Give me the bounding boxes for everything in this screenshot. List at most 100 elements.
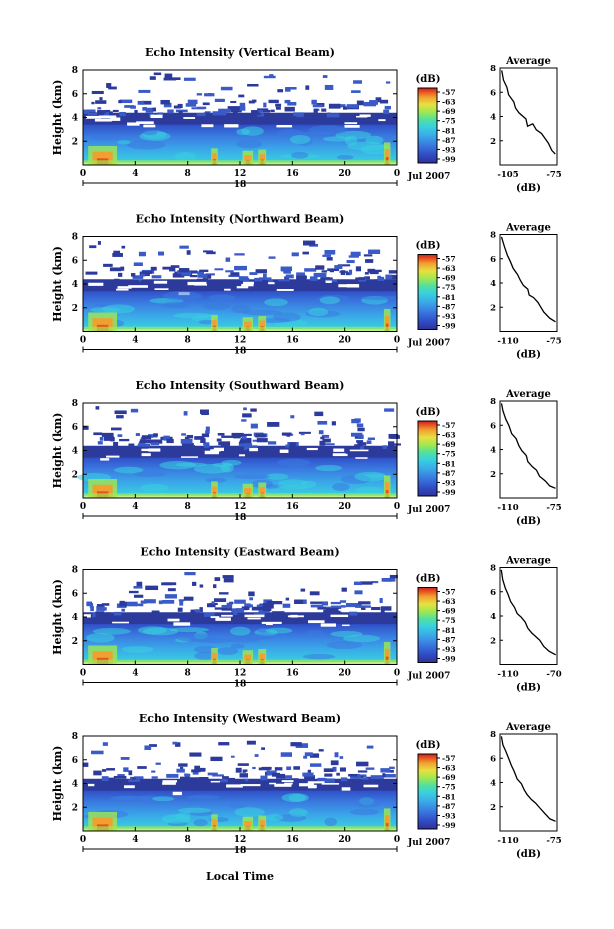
echo-speckle (167, 588, 176, 592)
echo-speckle (310, 601, 323, 604)
echo-speckle (171, 77, 181, 81)
echo-speckle (91, 750, 104, 755)
echo-texture (360, 295, 399, 300)
echo-speckle (189, 275, 198, 278)
echo-speckle (252, 766, 256, 770)
colorbar-tick-label: -81 (442, 792, 456, 801)
echo-speckle (263, 102, 267, 108)
echo-speckle (140, 273, 146, 277)
x-tick-label: 4 (132, 835, 138, 845)
echo-speckle (138, 251, 146, 257)
echo-speckle (113, 250, 121, 255)
echo-texture (265, 473, 289, 480)
echo-gap (355, 457, 368, 459)
date-label: Jul 2007 (407, 172, 450, 182)
echo-speckle (103, 436, 114, 441)
echo-gap (153, 280, 168, 284)
echo-texture (281, 793, 309, 803)
echo-speckle (137, 766, 147, 769)
echo-speckle (179, 245, 189, 249)
echo-speckle (291, 252, 299, 257)
echo-texture (324, 817, 337, 827)
echo-texture (233, 474, 270, 480)
y-tick-label: 2 (72, 470, 78, 480)
average-title: Average (505, 56, 551, 67)
echo-speckle (222, 776, 229, 779)
echo-speckle (191, 769, 201, 773)
echo-speckle (337, 611, 342, 614)
colorbar-tick-label: -99 (442, 488, 456, 497)
echo-gap (320, 623, 337, 627)
echo-gap (338, 284, 359, 288)
x-tick-label: 0 (80, 336, 86, 346)
echo-speckle (199, 607, 203, 613)
y-tick-label: 4 (72, 613, 78, 623)
colorbar-tick-label: -99 (442, 155, 456, 164)
echo-texture (89, 135, 121, 141)
echo-speckle (192, 771, 199, 775)
echo-gap (98, 115, 117, 119)
echo-texture (291, 151, 309, 159)
echo-speckle (175, 109, 188, 113)
echo-gap (187, 281, 207, 286)
echo-speckle (181, 433, 186, 436)
echo-speckle (150, 439, 163, 444)
echo-speckle (197, 273, 208, 278)
echo-speckle (278, 279, 290, 282)
colorbar (417, 87, 438, 164)
average-y-tick-label: 2 (490, 470, 496, 480)
heatmap (83, 236, 399, 332)
echo-speckle (220, 279, 226, 284)
echo-speckle (360, 607, 366, 610)
echo-speckle (350, 251, 361, 257)
echo-speckle (286, 433, 291, 437)
y-tick-label: 4 (72, 780, 78, 790)
echo-speckle (269, 74, 274, 77)
echo-speckle (177, 607, 183, 612)
echo-speckle (99, 436, 104, 441)
echo-texture (177, 807, 211, 814)
date-label: Jul 2007 (407, 339, 450, 349)
echo-speckle (185, 103, 197, 107)
echo-speckle (314, 411, 324, 417)
echo-speckle (353, 80, 362, 84)
echo-speckle (266, 600, 273, 606)
colorbar-tick-label: -93 (442, 811, 456, 820)
echo-speckle (285, 87, 297, 90)
echo-gap (136, 121, 154, 124)
echo-gap (321, 783, 340, 785)
echo-speckle (102, 742, 108, 746)
echo-gap (236, 286, 249, 289)
echo-speckle (184, 436, 190, 441)
echo-speckle (272, 611, 285, 615)
echo-gap (299, 783, 314, 787)
panel: Echo Intensity (Westward Beam) 2 4 6 8 Height… (51, 712, 562, 860)
colorbar-tick-label: -99 (442, 655, 456, 664)
echo-speckle (155, 779, 164, 783)
echo-speckle (218, 742, 230, 746)
echo-speckle (181, 442, 194, 448)
echo-speckle (234, 253, 245, 256)
echo-texture (301, 131, 335, 136)
echo-speckle (358, 601, 371, 605)
x-tick-label: 0 (80, 669, 86, 679)
echo-speckle (275, 103, 282, 107)
echo-speckle (284, 106, 295, 112)
echo-speckle (294, 599, 304, 605)
echo-speckle (260, 775, 268, 781)
echo-gap (127, 122, 140, 126)
echo-gap (325, 280, 332, 283)
echo-speckle (183, 596, 194, 601)
echo-speckle (323, 609, 337, 614)
echo-speckle (322, 254, 332, 257)
echo-speckle (117, 272, 123, 277)
colorbar (417, 254, 438, 330)
echo-speckle (317, 777, 326, 781)
echo-gap (124, 785, 135, 789)
echo-speckle (248, 100, 255, 104)
x-tick-label: 16 (286, 502, 299, 512)
echo-speckle (321, 270, 328, 273)
echo-gap (224, 124, 239, 128)
average-profile-line (501, 70, 556, 155)
echo-speckle (238, 94, 245, 98)
